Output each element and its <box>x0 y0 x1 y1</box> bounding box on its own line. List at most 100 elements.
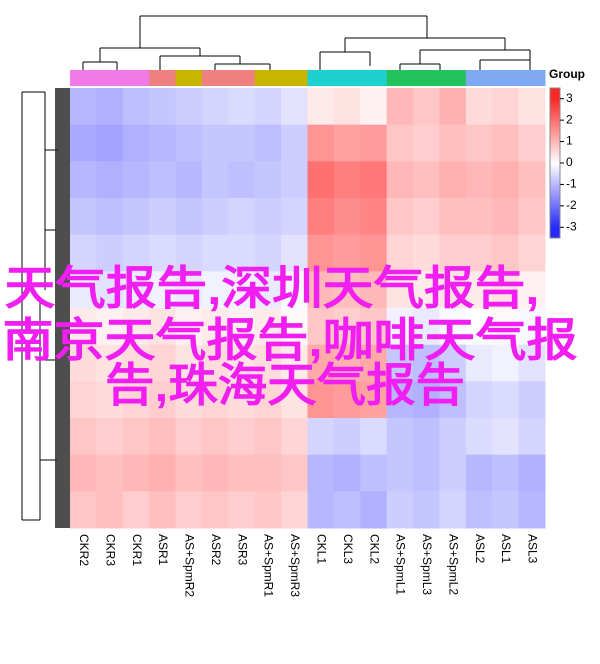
heatmap-cell <box>386 418 414 456</box>
column-label: ASL1 <box>499 534 513 564</box>
heatmap-cell <box>492 454 520 492</box>
heatmap-cell <box>201 381 229 419</box>
column-label: ASR3 <box>235 534 249 566</box>
heatmap-cell <box>201 124 229 162</box>
heatmap-cell <box>492 88 520 126</box>
heatmap-cell <box>281 234 308 272</box>
heatmap-cell <box>149 344 177 382</box>
heatmap-cell <box>254 344 282 382</box>
heatmap-cell <box>96 308 124 346</box>
heatmap-cell <box>333 344 361 382</box>
column-label: AS+SpmR3 <box>288 534 302 597</box>
group-bar <box>518 70 546 86</box>
heatmap-cell <box>149 454 177 492</box>
heatmap-cell <box>360 124 388 162</box>
heatmap-cell <box>518 308 546 346</box>
row-dendrogram <box>21 88 70 528</box>
heatmap-cell <box>70 381 97 419</box>
heatmap-cell <box>439 234 467 272</box>
heatmap-cell <box>439 88 467 126</box>
heatmap-cell <box>281 454 308 492</box>
colorbar-tick-label: 0 <box>566 155 573 169</box>
heatmap-cell <box>122 454 150 492</box>
heatmap-cell <box>122 124 150 162</box>
heatmap-cell <box>465 491 493 529</box>
group-bar <box>228 70 256 86</box>
heatmap-cell <box>386 454 414 492</box>
colorbar-segment <box>550 208 560 211</box>
colorbar-segment <box>550 184 560 188</box>
heatmap-cell <box>228 381 256 419</box>
heatmap-cell <box>307 454 335 492</box>
heatmap-cell <box>228 271 256 309</box>
colorbar-segment <box>550 163 560 166</box>
heatmap-cell <box>386 381 414 419</box>
heatmap-cell <box>281 124 308 162</box>
heatmap-cell <box>492 381 520 419</box>
colorbar-segment <box>550 96 560 100</box>
heatmap-cell <box>175 344 203 382</box>
heatmap-cell <box>122 344 150 382</box>
heatmap-cell <box>228 198 256 236</box>
heatmap-cell <box>281 88 308 126</box>
colorbar-segment <box>550 218 560 222</box>
watermark-line: 天气报告,深圳天气报告, <box>5 262 540 314</box>
heatmap-cell <box>492 234 520 272</box>
colorbar-segment <box>550 90 560 93</box>
heatmap-cell <box>413 381 440 419</box>
heatmap-cell <box>333 418 361 456</box>
group-bar <box>175 70 203 86</box>
heatmap-cell <box>175 88 203 126</box>
heatmap-cell <box>465 161 493 199</box>
colorbar-segment <box>550 115 560 119</box>
heatmap-cell <box>254 198 282 236</box>
heatmap-cell <box>413 454 440 492</box>
heatmap-cell <box>201 198 229 236</box>
heatmap-cell <box>386 308 414 346</box>
heatmap-cell <box>360 344 388 382</box>
heatmap-cell <box>122 161 150 199</box>
heatmap-cell <box>360 308 388 346</box>
heatmap-cell <box>465 454 493 492</box>
colorbar-tick-label: 2 <box>566 112 573 126</box>
heatmap-cell <box>254 491 282 529</box>
heatmap-cell <box>360 88 388 126</box>
colorbar-segment <box>550 105 560 108</box>
heatmap-cell <box>96 271 124 309</box>
heatmap-cell <box>228 418 256 456</box>
heatmap-cell <box>70 418 97 456</box>
colorbar-tick-label: 1 <box>566 134 573 148</box>
heatmap-cell <box>201 491 229 529</box>
heatmap-cell <box>307 271 335 309</box>
heatmap-cell <box>360 454 388 492</box>
heatmap-cell <box>70 271 97 309</box>
colorbar-segment <box>550 193 560 196</box>
heatmap-cell <box>518 161 546 199</box>
column-label: ASR2 <box>209 534 223 566</box>
heatmap-cell <box>413 161 440 199</box>
colorbar-segment <box>550 148 560 151</box>
heatmap-cell <box>175 271 203 309</box>
heatmap-cell <box>386 198 414 236</box>
colorbar-segment <box>550 103 560 106</box>
heatmap-cell <box>360 161 388 199</box>
column-label: CKR1 <box>130 534 144 566</box>
heatmap-cell <box>386 161 414 199</box>
heatmap-cell <box>96 234 124 272</box>
heatmap-cell <box>228 124 256 162</box>
heatmap-cell <box>96 88 124 126</box>
heatmap-cell <box>307 124 335 162</box>
colorbar-tick-label: -3 <box>566 219 577 233</box>
colorbar-segment <box>550 167 560 170</box>
heatmap-cell <box>465 418 493 456</box>
heatmap-cell <box>254 234 282 272</box>
colorbar-segment <box>550 94 560 98</box>
colorbar-segment <box>550 92 560 95</box>
colorbar-segment <box>550 111 560 115</box>
group-bar <box>149 70 177 86</box>
heatmap-cell <box>360 198 388 236</box>
legend-title: Group <box>549 67 585 81</box>
heatmap-cell <box>307 308 335 346</box>
heatmap-cell <box>149 124 177 162</box>
